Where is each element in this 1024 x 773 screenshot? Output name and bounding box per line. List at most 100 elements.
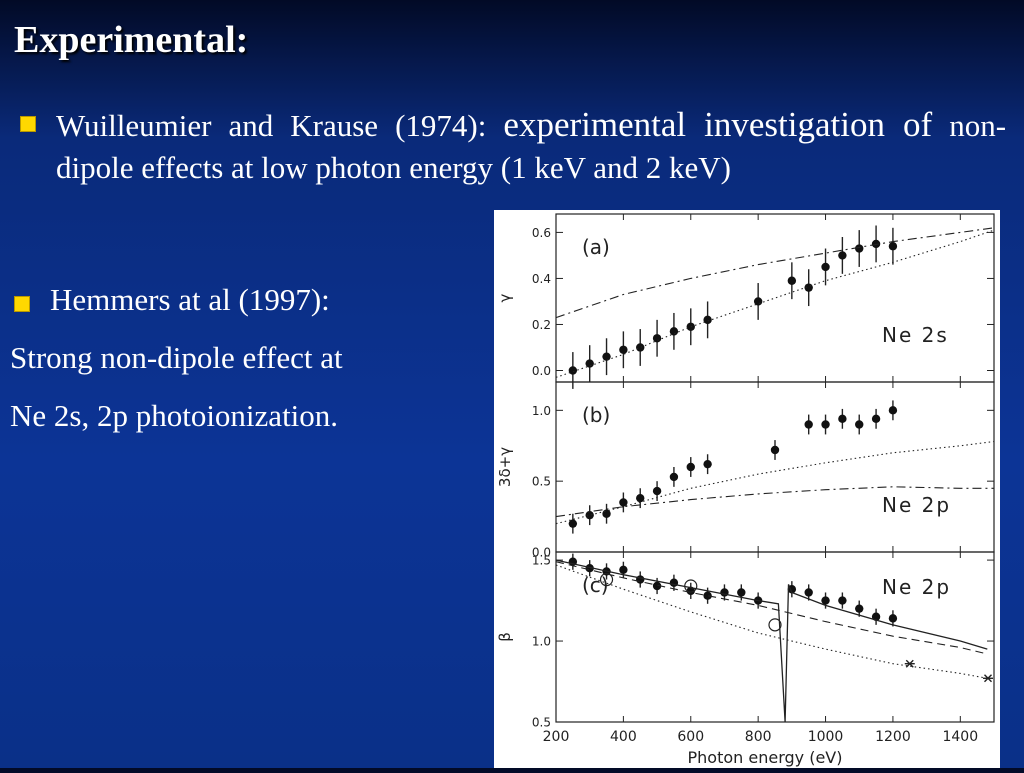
- data-point: [737, 588, 746, 597]
- slide-title: Experimental:: [14, 19, 249, 61]
- data-point: [888, 242, 898, 251]
- plot-frame: [555, 381, 995, 553]
- body-line-2: Ne 2s, 2p photoionization.: [10, 398, 339, 433]
- data-point: [652, 486, 662, 496]
- data-point: [855, 420, 864, 429]
- data-point: [804, 588, 813, 597]
- data-point: [619, 565, 628, 575]
- panel-label: (a): [582, 235, 610, 259]
- annotation-label: Ne 2p: [882, 575, 951, 599]
- panel-b: [555, 381, 995, 553]
- bullet-1-text: Wuilleumier and Krause (1974): experimen…: [56, 104, 1006, 189]
- data-point: [821, 596, 830, 605]
- data-point: [636, 493, 645, 503]
- data-point: [686, 586, 695, 596]
- open-data-point: [768, 618, 782, 632]
- data-point: [636, 575, 645, 584]
- theory-curve-dashdot: [555, 486, 994, 518]
- bullet-1-emphasis: experimental investigation of: [503, 105, 933, 144]
- chart-svg: 0.0 0.2 0.4 0.6 γ (a) Ne 2s 0.0 0.5 1.0 3δ+γ (b) Ne …: [496, 213, 995, 767]
- bullet-1-detail: non-dipole effects at low photon energy …: [56, 108, 1007, 185]
- annotation-label: Ne 2p: [882, 493, 951, 517]
- bullet-2-text: Hemmers at al (1997):: [50, 282, 330, 317]
- x-tick-label: 400: [610, 729, 637, 745]
- bullet-marker-1: [20, 116, 36, 132]
- x-axis-label: Photon energy (eV): [688, 748, 843, 767]
- x-tick-label: 800: [745, 729, 772, 745]
- x-tick-label: 1000: [808, 729, 844, 745]
- y-tick-label: 0.5: [532, 716, 551, 730]
- data-point: [585, 359, 594, 368]
- data-point: [787, 276, 797, 285]
- data-point: [821, 262, 830, 272]
- data-point: [585, 563, 594, 573]
- y-axis-label: γ: [496, 293, 514, 302]
- data-point: [585, 510, 594, 520]
- data-point: [669, 327, 679, 336]
- y-tick-label: 0.2: [532, 318, 551, 332]
- data-point: [652, 334, 662, 343]
- panel-label: (c): [582, 573, 609, 597]
- data-point: [669, 578, 679, 587]
- star-marker: [984, 674, 992, 683]
- data-point: [652, 581, 662, 591]
- x-tick-label: 1200: [875, 729, 911, 745]
- data-point: [568, 519, 578, 528]
- x-tick-label: 200: [543, 729, 570, 745]
- y-axis-label: β: [496, 632, 514, 642]
- data-point: [619, 345, 628, 354]
- y-tick-label: 0.5: [532, 475, 551, 489]
- theory-curve-solid: [555, 559, 988, 723]
- open-data-point: [599, 572, 614, 587]
- data-point: [838, 414, 847, 424]
- star-marker: [905, 659, 914, 668]
- plot-frame: [555, 213, 995, 383]
- x-tick-label: 1400: [942, 729, 978, 745]
- data-point: [838, 251, 847, 260]
- data-point: [871, 414, 881, 424]
- bullet-marker-2: [14, 296, 30, 312]
- data-point: [568, 366, 578, 375]
- data-point: [888, 406, 898, 415]
- panel-a: [555, 213, 995, 389]
- x-tick-label: 600: [677, 729, 704, 745]
- data-point: [821, 420, 830, 429]
- data-point: [770, 445, 780, 455]
- data-point: [720, 588, 729, 597]
- y-tick-label: 0.0: [532, 546, 551, 560]
- panel-c: [555, 551, 995, 723]
- y-tick-label: 1.5: [532, 554, 551, 568]
- theory-curve-dashdot: [555, 227, 995, 319]
- data-point: [703, 315, 712, 325]
- theory-curve-dotted: [555, 440, 995, 525]
- data-point: [686, 462, 695, 472]
- data-point: [855, 604, 864, 613]
- data-point: [619, 498, 628, 507]
- plot-frame: [555, 551, 995, 723]
- y-axis-label: 3δ+γ: [496, 447, 514, 487]
- data-point: [636, 343, 645, 352]
- data-point: [855, 244, 864, 253]
- data-point: [602, 352, 611, 361]
- body-line-1: Strong non-dipole effect at: [10, 340, 343, 375]
- data-point: [804, 283, 813, 292]
- y-tick-label: 1.0: [532, 404, 551, 418]
- data-point: [888, 614, 898, 623]
- data-point: [703, 591, 712, 600]
- y-tick-label: 0.4: [532, 272, 551, 286]
- y-tick-label: 1.0: [532, 635, 551, 649]
- theory-curve-dotted: [555, 564, 988, 679]
- data-point: [669, 472, 679, 482]
- data-point: [838, 596, 847, 605]
- y-tick-label: 0.0: [532, 364, 551, 378]
- theory-curve-dashed: [555, 561, 988, 655]
- bullet-1-citation: Wuilleumier and Krause (1974):: [56, 108, 487, 143]
- figure-panel: 0.0 0.2 0.4 0.6 γ (a) Ne 2s 0.0 0.5 1.0 3δ+γ (b) Ne …: [494, 210, 1000, 768]
- data-point: [602, 509, 611, 518]
- y-tick-label: 0.6: [532, 226, 551, 240]
- data-point: [703, 459, 712, 469]
- data-point: [804, 420, 813, 429]
- theory-curve-dotted: [555, 229, 995, 378]
- annotation-label: Ne 2s: [882, 323, 949, 347]
- panel-label: (b): [582, 403, 610, 427]
